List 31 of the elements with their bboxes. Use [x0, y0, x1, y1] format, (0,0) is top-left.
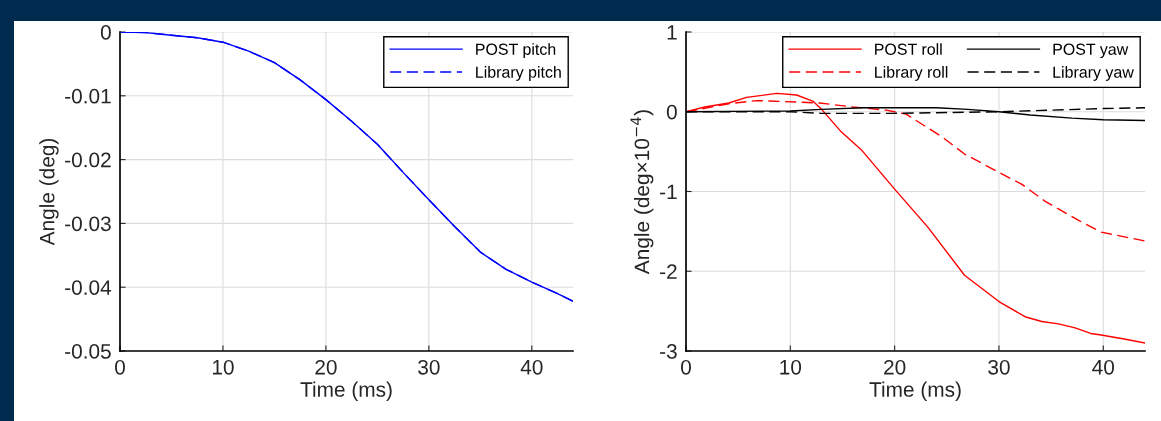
legend-label: POST yaw	[1053, 43, 1129, 59]
y-tick-label: -0.02	[65, 152, 111, 168]
legend-label: Library yaw	[1053, 66, 1134, 81]
y-tick-label: -2	[660, 264, 677, 279]
y-tick-label: -0.04	[65, 280, 112, 295]
y-tick-label: -0.05	[65, 344, 111, 359]
x-axis-title: Time (ms)	[300, 381, 392, 401]
legend-label: POST pitch	[476, 43, 556, 59]
y-tick-label: -0.01	[65, 88, 111, 104]
y-tick-label: -3	[660, 344, 677, 359]
legend-label: POST roll	[875, 43, 942, 55]
y-axis-title: Angle (deg×10$^{−4}$)	[630, 110, 654, 275]
x-tick-label: 0	[115, 359, 125, 375]
x-tick-label: 10	[212, 359, 234, 375]
x-tick-label: 40	[1092, 359, 1115, 375]
legend-label: Library pitch	[476, 66, 561, 81]
y-tick-label: 0	[666, 104, 677, 120]
x-tick-label: 20	[315, 359, 337, 375]
y-tick-label: 1	[667, 25, 677, 40]
x-tick-label: 10	[780, 359, 802, 375]
y-axis-title: Angle (deg)	[39, 138, 59, 246]
x-tick-label: 30	[988, 359, 1010, 375]
x-tick-label: 0	[681, 359, 691, 375]
y-tick-label: 0	[100, 25, 111, 40]
x-tick-label: 30	[418, 359, 440, 375]
y-tick-label: -1	[660, 184, 677, 200]
x-axis-title: Time (ms)	[869, 381, 961, 401]
x-tick-label: 40	[520, 359, 543, 375]
legend-label: Library roll	[875, 66, 948, 81]
x-tick-label: 20	[884, 359, 906, 375]
y-tick-label: -0.03	[65, 216, 111, 232]
